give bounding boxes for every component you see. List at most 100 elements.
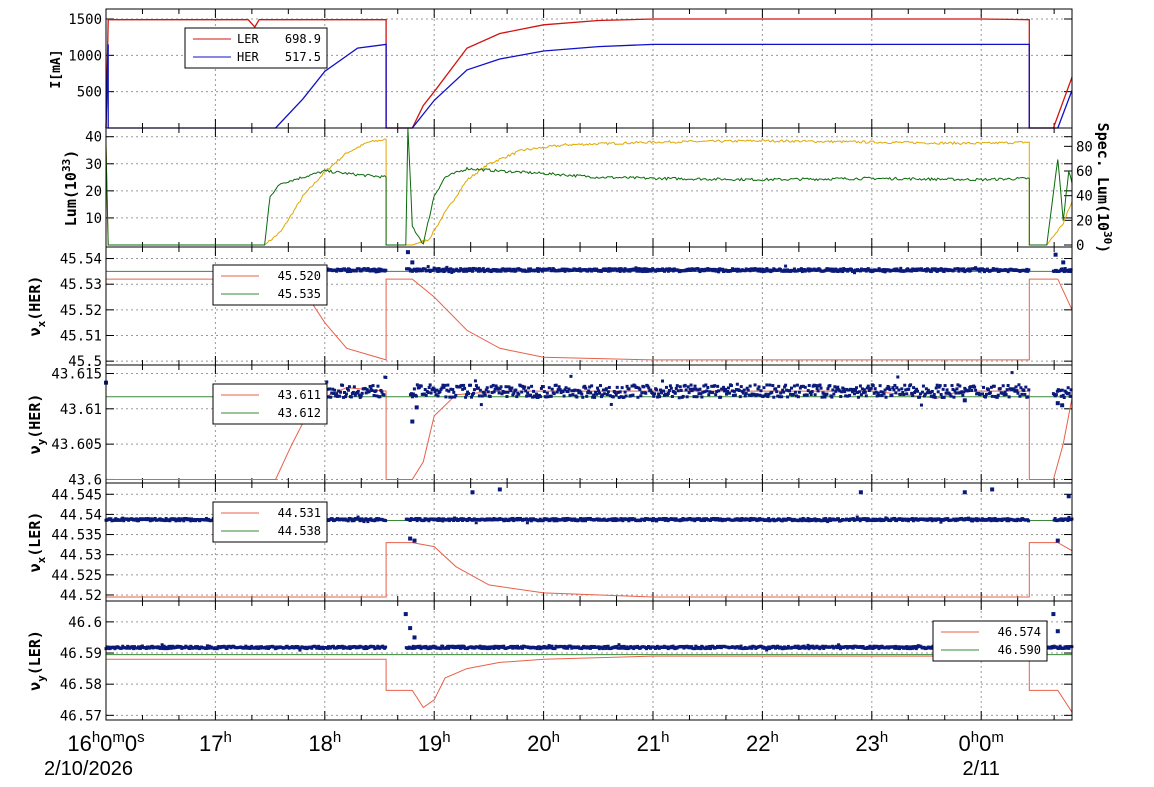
tune-point xyxy=(369,387,373,391)
tune-point xyxy=(838,389,842,393)
tune-point xyxy=(781,388,785,392)
tune-point xyxy=(928,391,932,395)
tune-point xyxy=(893,267,897,271)
tune-point xyxy=(464,395,468,399)
tune-point xyxy=(784,264,788,268)
tune-point xyxy=(575,395,579,399)
tune-point xyxy=(493,387,497,391)
tune-point xyxy=(615,385,619,389)
tune-point xyxy=(562,267,566,271)
tune-point xyxy=(753,383,757,387)
x-tick-label: 19h xyxy=(418,729,451,756)
tune-point xyxy=(663,518,667,522)
tune-point xyxy=(970,388,974,392)
tune-point xyxy=(511,516,515,520)
tune-point xyxy=(883,388,887,392)
tune-point xyxy=(486,390,490,394)
tune-point xyxy=(637,267,641,271)
tune-point xyxy=(588,646,592,650)
y-tick-label: 45.54 xyxy=(60,252,102,268)
legend-box xyxy=(212,501,328,543)
tune-point xyxy=(443,269,447,273)
y-tick-label: 46.59 xyxy=(60,646,102,662)
tune-point xyxy=(914,389,918,393)
tune-outlier-point xyxy=(403,612,408,617)
tune-point xyxy=(755,393,759,397)
tune-point xyxy=(823,518,827,522)
tune-point xyxy=(993,517,997,521)
legend-value: 517.5 xyxy=(285,50,321,64)
tune-point xyxy=(620,386,624,390)
tune-point xyxy=(665,393,669,397)
tune-point xyxy=(714,393,718,397)
tune-point xyxy=(995,395,999,399)
tune-point xyxy=(351,390,355,394)
tune-point xyxy=(949,394,953,398)
legend-value: 46.574 xyxy=(998,625,1041,639)
tune-point xyxy=(899,392,903,396)
tune-point xyxy=(766,519,770,523)
tune-point xyxy=(489,385,493,389)
tune-point xyxy=(541,519,545,523)
lum-label-main: Lum(10 xyxy=(62,172,80,226)
tune-point xyxy=(568,393,572,397)
tune-point xyxy=(431,268,435,272)
tune-point xyxy=(373,267,377,271)
tune-point xyxy=(813,393,817,397)
tune-point xyxy=(432,644,436,648)
tune-point xyxy=(893,646,897,650)
tune-point xyxy=(926,388,930,392)
tune-point xyxy=(701,390,705,394)
tune-point xyxy=(462,269,466,273)
tune-point xyxy=(738,395,742,399)
tune-point xyxy=(1015,389,1019,393)
x-tick-hour: 16 xyxy=(67,731,91,756)
tune-point xyxy=(831,267,835,271)
tune-point xyxy=(853,392,857,396)
tune-point xyxy=(244,644,248,648)
tune-point xyxy=(566,646,570,650)
tune-point xyxy=(529,393,533,397)
tune-point xyxy=(828,384,832,388)
tune-point xyxy=(530,384,534,388)
tune-point xyxy=(1063,267,1067,271)
tune-point xyxy=(981,268,985,272)
tune-point xyxy=(463,386,467,390)
tune-point xyxy=(569,374,573,378)
tune-point xyxy=(1068,270,1072,274)
tune-point xyxy=(739,518,743,522)
tune-point xyxy=(726,389,730,393)
tune-point xyxy=(534,392,538,396)
tune-point xyxy=(828,517,832,521)
tune-point xyxy=(779,268,783,272)
tune-point xyxy=(704,647,708,651)
tune-point xyxy=(341,383,345,387)
tune-point xyxy=(1018,394,1022,398)
tune-point xyxy=(531,395,535,399)
tune-point xyxy=(802,393,806,397)
x-tick-h-sup: h xyxy=(661,729,669,746)
tune-point xyxy=(554,383,558,387)
tune-point xyxy=(150,644,154,648)
tune-point xyxy=(640,267,644,271)
tune-point xyxy=(837,517,841,521)
tune-point xyxy=(588,385,592,389)
tune-axis-label: νx(LER) xyxy=(26,512,48,573)
tune-point xyxy=(614,519,618,523)
tune-point xyxy=(834,267,838,271)
tune-point xyxy=(348,647,352,651)
legend-value: 45.520 xyxy=(278,269,321,283)
tune-point xyxy=(376,270,380,274)
tune-point xyxy=(815,644,819,648)
tune-point xyxy=(563,519,567,523)
tune-point xyxy=(910,269,914,273)
tune-point xyxy=(988,391,992,395)
tune-point xyxy=(832,392,836,396)
tune-point xyxy=(204,516,208,520)
tune-point xyxy=(419,384,423,388)
tune-point xyxy=(903,646,907,650)
tune-point xyxy=(449,267,453,271)
tune-point xyxy=(378,269,382,273)
tune-point xyxy=(460,518,464,522)
